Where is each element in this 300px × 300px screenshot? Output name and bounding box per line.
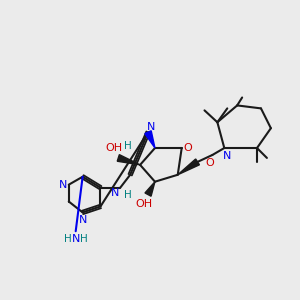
Text: OH: OH bbox=[136, 200, 153, 209]
Text: N: N bbox=[147, 122, 155, 132]
Text: H: H bbox=[64, 234, 72, 244]
Polygon shape bbox=[145, 131, 155, 148]
Polygon shape bbox=[117, 154, 140, 165]
Text: H: H bbox=[124, 141, 132, 151]
Text: N: N bbox=[58, 180, 67, 190]
Text: N: N bbox=[111, 188, 119, 198]
Text: N: N bbox=[78, 215, 87, 225]
Text: H: H bbox=[124, 190, 132, 200]
Text: H: H bbox=[80, 234, 88, 244]
Text: N: N bbox=[71, 234, 80, 244]
Polygon shape bbox=[145, 182, 155, 196]
Text: N: N bbox=[223, 151, 232, 161]
Text: O: O bbox=[205, 158, 214, 168]
Text: O: O bbox=[183, 143, 192, 153]
Text: OH: OH bbox=[106, 143, 123, 153]
Polygon shape bbox=[178, 159, 200, 175]
